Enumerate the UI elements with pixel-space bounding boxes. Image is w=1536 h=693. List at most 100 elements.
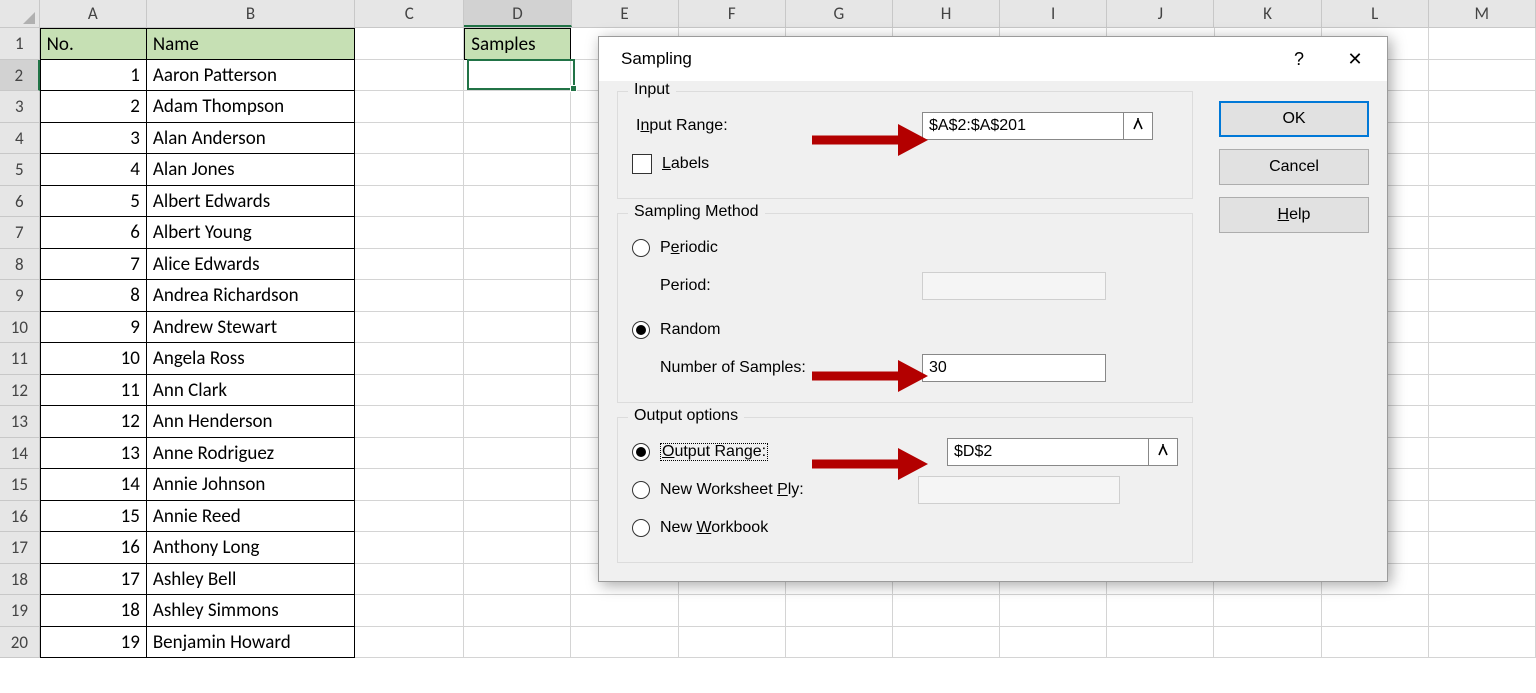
select-all-corner[interactable] <box>0 0 40 27</box>
cell-J20[interactable] <box>1107 627 1214 659</box>
cell-H20[interactable] <box>893 627 1000 659</box>
cell-A16[interactable]: 15 <box>40 501 147 533</box>
cell-C18[interactable] <box>355 564 464 596</box>
new-worksheet-radio[interactable] <box>632 481 650 499</box>
cell-A13[interactable]: 12 <box>40 406 147 438</box>
row-header[interactable]: 5 <box>0 154 40 186</box>
cell-M11[interactable] <box>1429 343 1536 375</box>
cell-C12[interactable] <box>355 375 464 407</box>
row-header[interactable]: 18 <box>0 564 40 596</box>
cell-B5[interactable]: Alan Jones <box>147 154 355 186</box>
cell-E20[interactable] <box>571 627 678 659</box>
cell-D16[interactable] <box>464 501 571 533</box>
cell-M10[interactable] <box>1429 312 1536 344</box>
row-header[interactable]: 1 <box>0 28 40 60</box>
cell-A5[interactable]: 4 <box>40 154 147 186</box>
cell-M14[interactable] <box>1429 438 1536 470</box>
row-header[interactable]: 13 <box>0 406 40 438</box>
col-header-M[interactable]: M <box>1429 0 1536 27</box>
cell-M7[interactable] <box>1429 217 1536 249</box>
cell-A12[interactable]: 11 <box>40 375 147 407</box>
cell-C20[interactable] <box>355 627 464 659</box>
cell-B11[interactable]: Angela Ross <box>147 343 355 375</box>
random-radio[interactable] <box>632 321 650 339</box>
dialog-titlebar[interactable]: Sampling ? ✕ <box>599 37 1387 81</box>
input-range-picker-button[interactable] <box>1123 112 1153 140</box>
cell-C6[interactable] <box>355 186 464 218</box>
cell-M13[interactable] <box>1429 406 1536 438</box>
cell-D20[interactable] <box>464 627 571 659</box>
cell-A18[interactable]: 17 <box>40 564 147 596</box>
cell-C7[interactable] <box>355 217 464 249</box>
cell-D10[interactable] <box>464 312 571 344</box>
row-header[interactable]: 12 <box>0 375 40 407</box>
col-header-J[interactable]: J <box>1107 0 1214 27</box>
row-header[interactable]: 20 <box>0 627 40 659</box>
cell-C5[interactable] <box>355 154 464 186</box>
cell-D15[interactable] <box>464 469 571 501</box>
col-header-A[interactable]: A <box>40 0 147 27</box>
cell-M3[interactable] <box>1429 91 1536 123</box>
cell-D17[interactable] <box>464 532 571 564</box>
cell-M15[interactable] <box>1429 469 1536 501</box>
cell-B9[interactable]: Andrea Richardson <box>147 280 355 312</box>
col-header-L[interactable]: L <box>1322 0 1429 27</box>
cell-B19[interactable]: Ashley Simmons <box>147 595 355 627</box>
cell-D9[interactable] <box>464 280 571 312</box>
col-header-B[interactable]: B <box>147 0 355 27</box>
cell-M2[interactable] <box>1429 60 1536 92</box>
cell-C19[interactable] <box>355 595 464 627</box>
cell-A20[interactable]: 19 <box>40 627 147 659</box>
labels-checkbox[interactable] <box>632 154 652 174</box>
cell-F20[interactable] <box>679 627 786 659</box>
cell-C1[interactable] <box>355 28 464 60</box>
cell-B1[interactable]: Name <box>147 28 355 60</box>
cell-A17[interactable]: 16 <box>40 532 147 564</box>
num-samples-field[interactable] <box>922 354 1106 382</box>
row-header[interactable]: 15 <box>0 469 40 501</box>
cell-D2[interactable] <box>464 60 571 92</box>
col-header-H[interactable]: H <box>893 0 1000 27</box>
row-header[interactable]: 4 <box>0 123 40 155</box>
cell-A19[interactable]: 18 <box>40 595 147 627</box>
cell-D4[interactable] <box>464 123 571 155</box>
cell-B4[interactable]: Alan Anderson <box>147 123 355 155</box>
cell-C16[interactable] <box>355 501 464 533</box>
cell-A14[interactable]: 13 <box>40 438 147 470</box>
cell-A6[interactable]: 5 <box>40 186 147 218</box>
cell-J19[interactable] <box>1107 595 1214 627</box>
cell-D7[interactable] <box>464 217 571 249</box>
cell-B6[interactable]: Albert Edwards <box>147 186 355 218</box>
cell-C14[interactable] <box>355 438 464 470</box>
row-header[interactable]: 2 <box>0 60 40 92</box>
row-header[interactable]: 19 <box>0 595 40 627</box>
cell-D13[interactable] <box>464 406 571 438</box>
cell-B10[interactable]: Andrew Stewart <box>147 312 355 344</box>
cell-K19[interactable] <box>1214 595 1321 627</box>
cell-M1[interactable] <box>1429 28 1536 60</box>
output-range-field[interactable] <box>947 438 1149 466</box>
output-range-picker-button[interactable] <box>1148 438 1178 466</box>
col-header-C[interactable]: C <box>355 0 464 27</box>
cell-B2[interactable]: Aaron Patterson <box>147 60 355 92</box>
cell-M5[interactable] <box>1429 154 1536 186</box>
row-header[interactable]: 17 <box>0 532 40 564</box>
row-header[interactable]: 14 <box>0 438 40 470</box>
cell-G19[interactable] <box>786 595 893 627</box>
cell-B17[interactable]: Anthony Long <box>147 532 355 564</box>
cell-B16[interactable]: Annie Reed <box>147 501 355 533</box>
cell-B18[interactable]: Ashley Bell <box>147 564 355 596</box>
cell-D11[interactable] <box>464 343 571 375</box>
cell-M9[interactable] <box>1429 280 1536 312</box>
cell-D3[interactable] <box>464 91 571 123</box>
cell-A10[interactable]: 9 <box>40 312 147 344</box>
cell-A9[interactable]: 8 <box>40 280 147 312</box>
cell-D1[interactable]: Samples <box>464 28 571 60</box>
col-header-D[interactable]: D <box>464 0 571 27</box>
cell-A4[interactable]: 3 <box>40 123 147 155</box>
cell-A3[interactable]: 2 <box>40 91 147 123</box>
cell-B3[interactable]: Adam Thompson <box>147 91 355 123</box>
cell-C11[interactable] <box>355 343 464 375</box>
cell-C4[interactable] <box>355 123 464 155</box>
cell-B12[interactable]: Ann Clark <box>147 375 355 407</box>
